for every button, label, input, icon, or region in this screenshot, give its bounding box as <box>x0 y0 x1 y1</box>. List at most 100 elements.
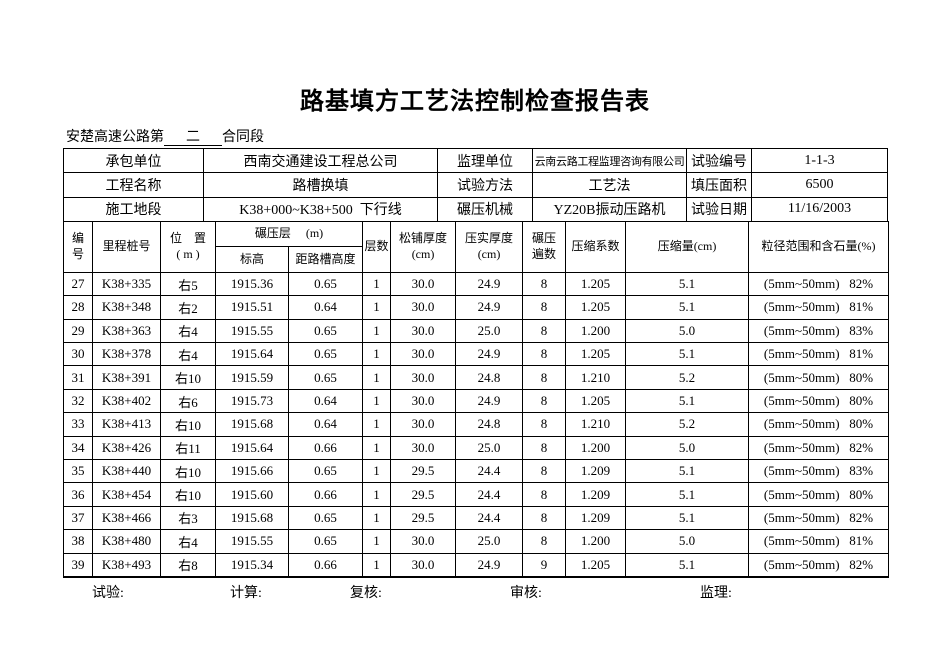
table-cell: 右5 <box>160 271 216 297</box>
table-cell: 1915.66 <box>215 459 289 484</box>
table-cell: 右10 <box>160 459 216 484</box>
info-value: 路槽换填 <box>203 172 438 198</box>
table-row: 29 K38+363 右4 1915.55 0.65 1 30.0 25.0 8 1.200 5.0… <box>63 318 890 344</box>
table-cell: 1.205 <box>565 295 627 320</box>
table-cell: 0.64 <box>287 412 364 437</box>
info-row: 工程名称 路槽换填 试验方法 工艺法 填压面积 6500 <box>63 172 888 198</box>
col-header-position: 位 置( m ) <box>160 220 216 273</box>
table-cell: 37 <box>63 505 93 531</box>
table-cell: (5mm~50mm) 80% <box>748 388 890 414</box>
table-cell: K38+363 <box>92 318 161 344</box>
table-cell: 24.8 <box>455 412 524 437</box>
table-cell: 32 <box>63 388 93 414</box>
table-cell: 1.209 <box>565 482 627 507</box>
col-header-compression-coefficient: 压缩系数 <box>565 220 627 273</box>
table-cell: 1.209 <box>565 505 627 531</box>
info-value: 6500 <box>751 172 888 198</box>
table-cell: 0.65 <box>287 342 364 367</box>
table-cell: 8 <box>522 435 567 461</box>
table-cell: 24.9 <box>455 388 524 414</box>
table-cell: 0.64 <box>287 388 364 414</box>
table-cell: 36 <box>63 482 93 507</box>
contract-prefix: 安楚高速公路第 <box>66 130 164 145</box>
table-cell: 1.200 <box>565 435 627 461</box>
table-cell: 30.0 <box>390 271 457 297</box>
info-value: YZ20B振动压路机 <box>532 196 687 222</box>
table-row: 32 K38+402 右6 1915.73 0.64 1 30.0 24.9 8 1.205 5.1… <box>63 388 890 414</box>
table-cell: 1 <box>362 459 392 484</box>
table-cell: 5.2 <box>625 412 750 437</box>
table-cell: 0.66 <box>287 482 364 507</box>
table-row: 28 K38+348 右2 1915.51 0.64 1 30.0 24.9 8 1.205 5.1… <box>63 295 890 320</box>
col-header-rolling-layer: 碾压层 (m) <box>214 220 364 247</box>
table-cell: 29.5 <box>390 482 457 507</box>
table-cell: 右10 <box>160 482 216 507</box>
table-cell: 右8 <box>160 552 216 578</box>
table-cell: 右3 <box>160 505 216 531</box>
contract-suffix: 合同段 <box>222 130 264 145</box>
table-cell: 0.65 <box>287 529 364 554</box>
table-cell: 5.2 <box>625 365 750 390</box>
info-row: 承包单位 西南交通建设工程总公司 监理单位 云南云路工程监理咨询有限公司 试验编号 1-1… <box>63 147 888 174</box>
table-cell: 30.0 <box>390 529 457 554</box>
contract-number-blank: 二 <box>164 130 222 146</box>
table-cell: 1 <box>362 482 392 507</box>
table-cell: 0.65 <box>287 365 364 390</box>
col-header-loose-thickness: 松铺厚度 (cm) <box>390 220 457 273</box>
table-cell: (5mm~50mm) 82% <box>748 505 890 531</box>
signature-row: 试验: 计算: 复核: 审核: 监理: <box>63 582 887 602</box>
table-cell: 30.0 <box>390 295 457 320</box>
table-cell: 8 <box>522 271 567 297</box>
table-cell: 5.1 <box>625 271 750 297</box>
table-cell: 34 <box>63 435 93 461</box>
table-row: 27 K38+335 右5 1915.36 0.65 1 30.0 24.9 8 1.205 5.1… <box>63 271 890 297</box>
table-cell: 29 <box>63 318 93 344</box>
table-cell: 8 <box>522 505 567 531</box>
table-cell: 右10 <box>160 412 216 437</box>
info-value: 西南交通建设工程总公司 <box>203 147 438 174</box>
table-cell: 0.65 <box>287 271 364 297</box>
table-cell: 29.5 <box>390 505 457 531</box>
col-header-elevation: 标高 <box>215 245 289 273</box>
table-cell: 24.9 <box>455 552 524 578</box>
table-cell: 27 <box>63 271 93 297</box>
table-cell: 35 <box>63 459 93 484</box>
table-cell: 右4 <box>160 342 216 367</box>
table-cell: 28 <box>63 295 93 320</box>
table-row: 30 K38+378 右4 1915.64 0.65 1 30.0 24.9 8 1.205 5.1… <box>63 342 890 367</box>
table-cell: K38+493 <box>92 552 161 578</box>
table-cell: 5.1 <box>625 459 750 484</box>
table-cell: 24.8 <box>455 365 524 390</box>
table-cell: (5mm~50mm) 80% <box>748 365 890 390</box>
table-cell: 30.0 <box>390 318 457 344</box>
table-cell: 0.66 <box>287 435 364 461</box>
table-cell: 1.205 <box>565 342 627 367</box>
table-cell: (5mm~50mm) 82% <box>748 435 890 461</box>
info-label: 监理单位 <box>437 147 533 174</box>
table-cell: 1915.55 <box>215 318 289 344</box>
table-cell: 右2 <box>160 295 216 320</box>
info-value: 11/16/2003 <box>751 196 888 222</box>
table-cell: 5.1 <box>625 552 750 578</box>
col-header-rolling-passes: 碾压 遍数 <box>522 220 567 273</box>
table-cell: (5mm~50mm) 81% <box>748 529 890 554</box>
table-cell: 5.1 <box>625 482 750 507</box>
signature-label: 审核: <box>510 586 542 601</box>
table-cell: 29.5 <box>390 459 457 484</box>
table-cell: 8 <box>522 529 567 554</box>
table-cell: (5mm~50mm) 80% <box>748 412 890 437</box>
col-header-particle-range: 粒径范围和含石量(%) <box>748 220 890 273</box>
table-cell: K38+440 <box>92 459 161 484</box>
signature-label: 计算: <box>230 586 262 601</box>
table-cell: 1.200 <box>565 529 627 554</box>
table-cell: 右4 <box>160 529 216 554</box>
info-label: 工程名称 <box>63 172 204 198</box>
table-cell: 1.205 <box>565 271 627 297</box>
table-cell: K38+335 <box>92 271 161 297</box>
table-cell: (5mm~50mm) 81% <box>748 295 890 320</box>
table-cell: 39 <box>63 552 93 578</box>
table-cell: (5mm~50mm) 80% <box>748 482 890 507</box>
table-cell: 1915.36 <box>215 271 289 297</box>
table-row: 35 K38+440 右10 1915.66 0.65 1 29.5 24.4 8 1.209 5.… <box>63 459 890 484</box>
table-cell: K38+413 <box>92 412 161 437</box>
